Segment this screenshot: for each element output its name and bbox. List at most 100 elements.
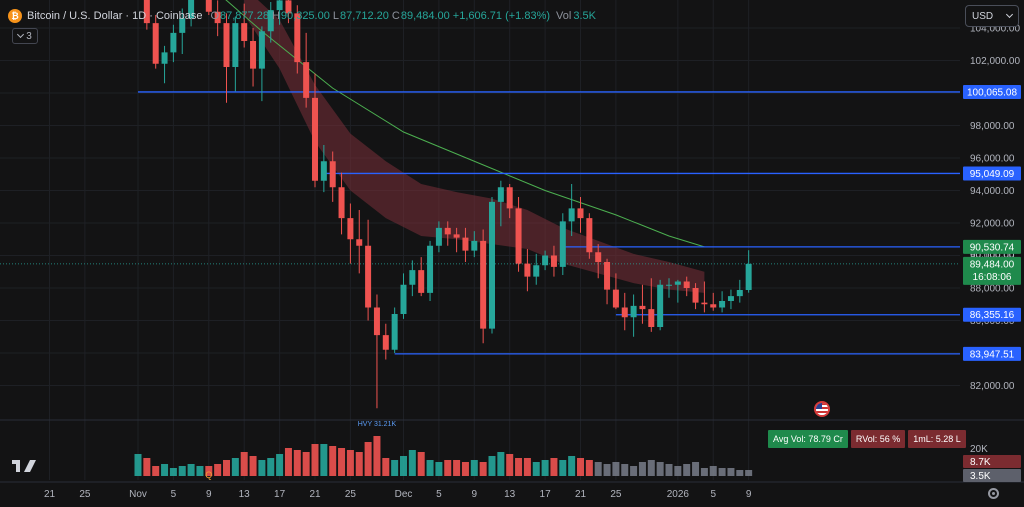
candle-body [489,201,495,329]
candle-body [373,307,380,336]
candle-body [639,305,646,310]
price-level-badge [963,346,1021,361]
price-level-badge [963,307,1021,322]
time-axis-tick-label: 13 [504,489,516,500]
time-axis-tick-label: 13 [239,489,251,500]
candle-body [674,281,681,285]
volume-bar [612,462,620,476]
time-axis-tick-label: 17 [540,489,552,500]
volume-bar [444,460,452,476]
candle-body [143,0,150,24]
close-value: C89,484.00 [391,10,450,22]
indicators-toggle-button[interactable]: 3 [12,28,38,44]
volume-current-badge [963,469,1021,482]
chart-legend: ₿ Bitcoin / U.S. Dollar · 1D · Coinbase … [8,8,596,24]
volume-bar [550,458,558,476]
candle-body [515,208,522,264]
settings-gear-icon[interactable] [988,488,999,499]
volume-value: 3.5K [573,10,596,22]
time-axis-tick-label: 9 [746,489,752,500]
price-level-badge-label: 83,947.51 [970,349,1015,360]
volume-bar [258,460,266,476]
us-flag-event-icon[interactable] [814,401,830,417]
volume-bar [470,460,478,476]
open-value: O87,877.28 [210,10,269,22]
one-ml-badge: 1mL: 5.28 L [908,430,966,448]
volume-bar [700,468,708,476]
volume-bar [205,466,213,476]
candle-body [577,208,584,219]
tradingview-logo-icon [16,460,20,472]
candle-body [391,314,398,350]
volume-bar [621,464,629,476]
volume-bar [585,460,593,476]
candle-body [444,227,451,235]
price-axis-tick-label: 90,100.00 [970,249,1015,260]
volume-bar [603,464,611,476]
candle-body [303,62,310,98]
volume-bar [400,456,407,476]
volume-bar [214,464,222,476]
current-price-badge [963,256,1021,285]
volume-bar [187,464,195,476]
time-axis-tick-label: 21 [44,489,56,500]
volume-bar [479,462,487,476]
candle-body [621,307,628,318]
volume-bar [718,468,726,476]
volume-bar [630,466,638,476]
volume-bar [152,466,160,476]
low-value: L87,712.20 [332,10,389,22]
candle-body [267,10,274,32]
volume-bar [417,452,425,476]
time-axis-tick-label: 21 [575,489,587,500]
volume-bar [683,464,691,476]
candle-body [294,13,301,63]
time-axis-tick-label: 17 [274,489,286,500]
price-level-badge [963,84,1021,99]
candle-body [161,52,168,64]
candle-body [453,234,460,238]
candle-body [152,23,159,64]
volume-label: Vol [556,10,572,22]
volume-bar [320,444,328,476]
volume-bar [391,460,399,476]
countdown-label: 16:08:06 [973,272,1012,283]
hvy-annotation-label: HVY 31.21K [358,421,397,428]
volume-bar [559,460,567,476]
symbol-title[interactable]: Bitcoin / U.S. Dollar · 1D · Coinbase [27,10,203,22]
time-axis-tick-label: 2026 [667,489,690,500]
change-value: +1,606.71 (+1.83%) [452,10,551,22]
candle-body [692,288,699,303]
chevron-down-icon [17,30,25,39]
candle-body [232,23,239,67]
volume-bar [143,458,151,476]
volume-current-badge [963,455,1021,468]
current-price-label: 89,484.00 [970,259,1015,270]
time-axis-tick-label: 25 [79,489,91,500]
time-axis-tick-label: 5 [710,489,716,500]
volume-bar [727,468,735,476]
volume-bar [638,462,646,476]
candle-body [630,305,637,318]
candle-body [497,187,504,202]
candle-body [276,0,283,11]
volume-bar [267,458,275,476]
price-axis-tick-label: 82,000.00 [970,381,1015,392]
candle-body [524,263,531,277]
currency-select[interactable]: USD [965,5,1019,27]
moving-average-line [225,0,705,248]
volume-bar [594,462,602,476]
candle-body [542,255,549,266]
candle-body [409,270,416,285]
candle-body [586,218,593,253]
volume-bar [169,468,177,476]
volume-bar [196,466,204,476]
volume-stats: Avg Vol: 78.79 Cr RVol: 56 % 1mL: 5.28 L [768,430,966,448]
price-level-badge-label: 86,355.16 [970,310,1015,321]
price-level-badge [963,239,1021,254]
volume-bar [346,450,354,476]
candle-body [462,237,469,251]
candle-body [400,284,407,314]
volume-bar [284,448,292,476]
